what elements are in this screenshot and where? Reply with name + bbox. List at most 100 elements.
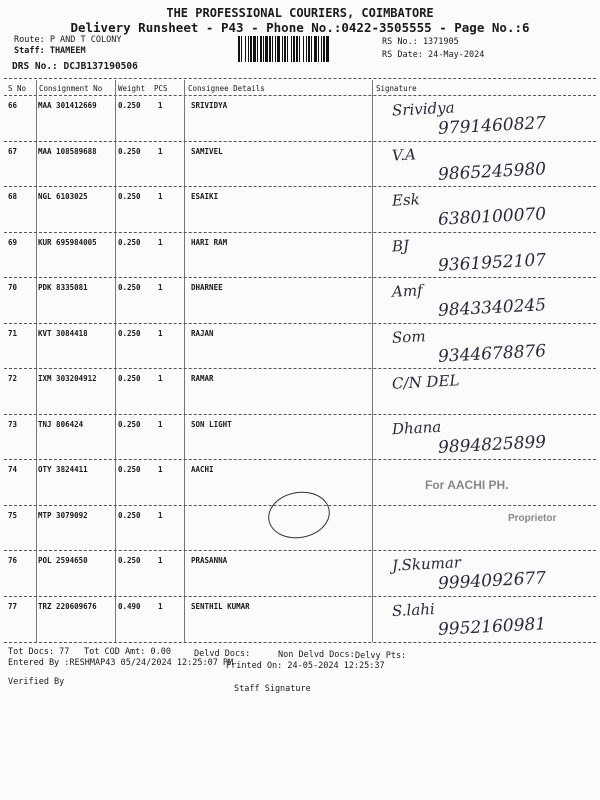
row-pcs: 1 <box>158 101 163 110</box>
barcode-bar <box>263 36 264 62</box>
runsheet-subtitle: Delivery Runsheet - P43 - Phone No.:0422… <box>70 20 530 35</box>
printed-on: Printed On: 24-05-2024 12:25:37 <box>226 661 385 671</box>
row-sno: 72 <box>8 374 18 383</box>
row-sno: 75 <box>8 510 18 520</box>
row-consignment-no: MTP 3079092 <box>38 510 88 520</box>
row-consignment-no: NGL 6103025 <box>38 192 88 201</box>
barcode-bar <box>299 36 300 62</box>
barcode-bar <box>306 36 307 62</box>
barcode-bar <box>272 36 273 62</box>
handwritten-signature: Amf <box>391 281 424 301</box>
row-consignment-no: POL 2594650 <box>38 556 88 565</box>
row-pcs: 1 <box>158 374 163 383</box>
row-sno: 67 <box>8 146 18 156</box>
barcode-bar <box>293 36 295 62</box>
divider <box>4 95 596 96</box>
row-divider <box>4 277 596 278</box>
row-divider <box>4 595 596 597</box>
row-divider <box>4 186 596 187</box>
row-sno: 76 <box>8 556 18 565</box>
row-weight: 0.490 <box>118 601 141 611</box>
barcode-bar <box>303 36 304 62</box>
row-consignee: RAMAR <box>191 374 214 383</box>
barcode-bar <box>265 36 268 62</box>
row-consignment-no: KVT 3084418 <box>38 328 88 338</box>
company-title: THE PROFESSIONAL COURIERS, COIMBATORE <box>166 6 434 20</box>
column-line <box>184 80 185 642</box>
row-divider <box>4 231 596 233</box>
row-pcs: 1 <box>158 146 163 156</box>
row-pcs: 1 <box>158 510 163 520</box>
row-consignment-no: PDK 8335081 <box>38 283 88 292</box>
column-line <box>115 80 116 642</box>
barcode-bar <box>326 36 329 62</box>
rs-number: RS No.: 1371905 <box>382 37 459 47</box>
row-weight: 0.250 <box>118 101 141 110</box>
row-divider <box>4 413 596 415</box>
row-pcs: 1 <box>158 283 163 292</box>
row-consignee: SENTHIL KUMAR <box>191 601 250 611</box>
handwritten-phone: 9894825899 <box>437 431 547 458</box>
barcode-bar <box>277 36 280 62</box>
stamp-line1: For AACHI PH. <box>425 478 509 492</box>
row-consignee: SRIVIDYA <box>191 101 228 110</box>
row-consignment-no: TNJ 806424 <box>38 419 84 429</box>
barcode-bar <box>284 36 286 62</box>
barcode-bar <box>275 36 276 62</box>
handwritten-signature: S.lahi <box>391 599 436 620</box>
row-sno: 77 <box>8 601 18 611</box>
route: Route: P AND T COLONY <box>14 35 122 45</box>
row-pcs: 1 <box>158 556 163 565</box>
handwritten-signature: Som <box>391 326 426 347</box>
barcode-bar <box>248 36 249 62</box>
barcode-bar <box>323 36 325 62</box>
header-consignment: Consignment No <box>39 84 103 93</box>
row-divider <box>4 368 596 369</box>
barcode-bar <box>318 36 319 62</box>
row-weight: 0.250 <box>118 146 141 156</box>
header-signature: Signature <box>376 84 417 93</box>
row-consignee: SAMIVEL <box>191 146 223 156</box>
row-sno: 74 <box>8 465 18 474</box>
handwritten-phone: 9344678876 <box>437 340 547 367</box>
row-consignee: PRASANNA <box>191 556 228 565</box>
row-pcs: 1 <box>158 237 163 247</box>
row-pcs: 1 <box>158 192 163 201</box>
handwritten-phone: 9843340245 <box>437 295 547 321</box>
handwritten-phone: 9952160981 <box>437 613 547 640</box>
handwritten-signature: Srividya <box>391 98 455 120</box>
row-pcs: 1 <box>158 465 163 474</box>
row-consignee: AACHI <box>191 465 214 474</box>
staff-signature-label: Staff Signature <box>234 684 311 694</box>
header-weight: Weight <box>118 84 146 93</box>
row-consignment-no: TRZ 220609676 <box>38 601 97 611</box>
row-weight: 0.250 <box>118 328 141 338</box>
tot-docs: Tot Docs: 77 <box>8 647 70 657</box>
row-pcs: 1 <box>158 328 163 338</box>
header-pcs: PCS <box>154 84 168 93</box>
row-sno: 73 <box>8 419 18 429</box>
barcode-bar <box>329 36 330 62</box>
barcode-bar <box>287 36 288 62</box>
row-divider <box>4 140 596 142</box>
barcode-bar <box>250 36 252 62</box>
handwritten-phone: 6380100070 <box>437 204 547 230</box>
row-consignee: RAJAN <box>191 328 214 338</box>
handwritten-signature: V.A <box>391 144 417 165</box>
non-delvd-docs: Non Delvd Docs: <box>278 650 355 660</box>
row-weight: 0.250 <box>118 283 141 292</box>
drs-number: DRS No.: DCJB137190506 <box>12 61 138 72</box>
barcode-bar <box>238 36 240 62</box>
barcode-bar <box>308 36 310 62</box>
barcode-bar <box>311 36 312 62</box>
header-sno: S No <box>8 84 27 93</box>
barcode-bar <box>291 36 292 62</box>
row-consignee: HARI RAM <box>191 237 228 247</box>
handwritten-phone: 9994092677 <box>437 568 547 594</box>
rs-date: RS Date: 24-May-2024 <box>382 50 485 60</box>
handwritten-phone: 9361952107 <box>437 249 547 276</box>
handwritten-phone: 9865245980 <box>437 158 547 185</box>
row-weight: 0.250 <box>118 237 141 247</box>
header-consignee: Consignee Details <box>188 84 265 93</box>
handwritten-signature: Esk <box>391 190 421 210</box>
